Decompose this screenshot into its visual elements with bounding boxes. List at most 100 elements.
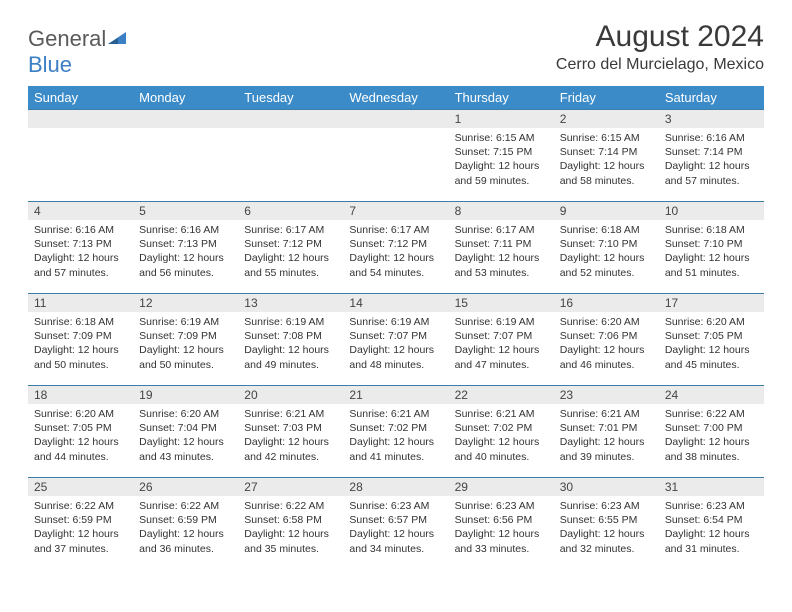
day-cell: 26Sunrise: 6:22 AMSunset: 6:59 PMDayligh… (133, 478, 238, 570)
title-block: August 2024 Cerro del Murcielago, Mexico (556, 20, 764, 74)
header: GeneralBlue August 2024 Cerro del Murcie… (28, 20, 764, 78)
day-number: 5 (133, 202, 238, 220)
day-number: 28 (343, 478, 448, 496)
day-header: Tuesday (238, 86, 343, 110)
day-cell (238, 110, 343, 202)
day-number: 13 (238, 294, 343, 312)
day-cell: 23Sunrise: 6:21 AMSunset: 7:01 PMDayligh… (554, 386, 659, 478)
day-number: 3 (659, 110, 764, 128)
day-cell: 31Sunrise: 6:23 AMSunset: 6:54 PMDayligh… (659, 478, 764, 570)
week-row: 18Sunrise: 6:20 AMSunset: 7:05 PMDayligh… (28, 386, 764, 478)
day-info: Sunrise: 6:17 AMSunset: 7:11 PMDaylight:… (449, 220, 554, 284)
day-info: Sunrise: 6:19 AMSunset: 7:07 PMDaylight:… (449, 312, 554, 376)
day-cell: 22Sunrise: 6:21 AMSunset: 7:02 PMDayligh… (449, 386, 554, 478)
day-header: Friday (554, 86, 659, 110)
day-cell: 27Sunrise: 6:22 AMSunset: 6:58 PMDayligh… (238, 478, 343, 570)
day-cell (133, 110, 238, 202)
day-cell: 17Sunrise: 6:20 AMSunset: 7:05 PMDayligh… (659, 294, 764, 386)
day-number: 22 (449, 386, 554, 404)
day-cell: 10Sunrise: 6:18 AMSunset: 7:10 PMDayligh… (659, 202, 764, 294)
day-header-row: SundayMondayTuesdayWednesdayThursdayFrid… (28, 86, 764, 110)
empty-day (133, 110, 238, 128)
day-cell: 5Sunrise: 6:16 AMSunset: 7:13 PMDaylight… (133, 202, 238, 294)
empty-day (28, 110, 133, 128)
day-number: 15 (449, 294, 554, 312)
day-number: 23 (554, 386, 659, 404)
day-info: Sunrise: 6:17 AMSunset: 7:12 PMDaylight:… (238, 220, 343, 284)
day-info: Sunrise: 6:22 AMSunset: 6:59 PMDaylight:… (133, 496, 238, 560)
day-number: 17 (659, 294, 764, 312)
day-number: 12 (133, 294, 238, 312)
day-number: 21 (343, 386, 448, 404)
day-cell: 24Sunrise: 6:22 AMSunset: 7:00 PMDayligh… (659, 386, 764, 478)
logo: GeneralBlue (28, 20, 130, 78)
day-info: Sunrise: 6:23 AMSunset: 6:54 PMDaylight:… (659, 496, 764, 560)
day-cell: 15Sunrise: 6:19 AMSunset: 7:07 PMDayligh… (449, 294, 554, 386)
day-cell: 18Sunrise: 6:20 AMSunset: 7:05 PMDayligh… (28, 386, 133, 478)
day-number: 19 (133, 386, 238, 404)
day-cell: 12Sunrise: 6:19 AMSunset: 7:09 PMDayligh… (133, 294, 238, 386)
day-cell: 21Sunrise: 6:21 AMSunset: 7:02 PMDayligh… (343, 386, 448, 478)
day-cell: 25Sunrise: 6:22 AMSunset: 6:59 PMDayligh… (28, 478, 133, 570)
day-info: Sunrise: 6:20 AMSunset: 7:05 PMDaylight:… (28, 404, 133, 468)
logo-text-b: Blue (28, 52, 72, 77)
day-cell: 13Sunrise: 6:19 AMSunset: 7:08 PMDayligh… (238, 294, 343, 386)
day-info: Sunrise: 6:22 AMSunset: 6:59 PMDaylight:… (28, 496, 133, 560)
day-info: Sunrise: 6:20 AMSunset: 7:05 PMDaylight:… (659, 312, 764, 376)
empty-day (238, 110, 343, 128)
day-info: Sunrise: 6:21 AMSunset: 7:02 PMDaylight:… (343, 404, 448, 468)
day-info: Sunrise: 6:18 AMSunset: 7:10 PMDaylight:… (659, 220, 764, 284)
day-info: Sunrise: 6:23 AMSunset: 6:57 PMDaylight:… (343, 496, 448, 560)
day-cell: 20Sunrise: 6:21 AMSunset: 7:03 PMDayligh… (238, 386, 343, 478)
day-number: 10 (659, 202, 764, 220)
logo-flag-icon (108, 32, 130, 46)
day-info: Sunrise: 6:21 AMSunset: 7:01 PMDaylight:… (554, 404, 659, 468)
day-header: Sunday (28, 86, 133, 110)
day-header: Saturday (659, 86, 764, 110)
day-cell: 4Sunrise: 6:16 AMSunset: 7:13 PMDaylight… (28, 202, 133, 294)
day-number: 29 (449, 478, 554, 496)
day-cell: 29Sunrise: 6:23 AMSunset: 6:56 PMDayligh… (449, 478, 554, 570)
day-cell: 9Sunrise: 6:18 AMSunset: 7:10 PMDaylight… (554, 202, 659, 294)
day-cell (343, 110, 448, 202)
empty-day (343, 110, 448, 128)
week-row: 11Sunrise: 6:18 AMSunset: 7:09 PMDayligh… (28, 294, 764, 386)
logo-text: GeneralBlue (28, 26, 130, 78)
day-cell: 14Sunrise: 6:19 AMSunset: 7:07 PMDayligh… (343, 294, 448, 386)
day-number: 9 (554, 202, 659, 220)
calendar-table: SundayMondayTuesdayWednesdayThursdayFrid… (28, 86, 764, 570)
day-number: 25 (28, 478, 133, 496)
day-info: Sunrise: 6:19 AMSunset: 7:07 PMDaylight:… (343, 312, 448, 376)
day-number: 30 (554, 478, 659, 496)
day-number: 27 (238, 478, 343, 496)
day-number: 1 (449, 110, 554, 128)
day-cell: 16Sunrise: 6:20 AMSunset: 7:06 PMDayligh… (554, 294, 659, 386)
day-number: 8 (449, 202, 554, 220)
day-header: Wednesday (343, 86, 448, 110)
day-cell: 28Sunrise: 6:23 AMSunset: 6:57 PMDayligh… (343, 478, 448, 570)
day-number: 24 (659, 386, 764, 404)
day-number: 11 (28, 294, 133, 312)
day-info: Sunrise: 6:21 AMSunset: 7:03 PMDaylight:… (238, 404, 343, 468)
day-cell: 30Sunrise: 6:23 AMSunset: 6:55 PMDayligh… (554, 478, 659, 570)
location: Cerro del Murcielago, Mexico (556, 56, 764, 74)
day-info: Sunrise: 6:16 AMSunset: 7:14 PMDaylight:… (659, 128, 764, 192)
day-number: 6 (238, 202, 343, 220)
day-info: Sunrise: 6:23 AMSunset: 6:56 PMDaylight:… (449, 496, 554, 560)
day-cell: 11Sunrise: 6:18 AMSunset: 7:09 PMDayligh… (28, 294, 133, 386)
day-info: Sunrise: 6:22 AMSunset: 6:58 PMDaylight:… (238, 496, 343, 560)
day-info: Sunrise: 6:16 AMSunset: 7:13 PMDaylight:… (133, 220, 238, 284)
day-number: 18 (28, 386, 133, 404)
day-info: Sunrise: 6:19 AMSunset: 7:08 PMDaylight:… (238, 312, 343, 376)
day-cell: 2Sunrise: 6:15 AMSunset: 7:14 PMDaylight… (554, 110, 659, 202)
day-cell: 1Sunrise: 6:15 AMSunset: 7:15 PMDaylight… (449, 110, 554, 202)
logo-text-a: General (28, 26, 106, 51)
day-info: Sunrise: 6:18 AMSunset: 7:09 PMDaylight:… (28, 312, 133, 376)
day-cell: 7Sunrise: 6:17 AMSunset: 7:12 PMDaylight… (343, 202, 448, 294)
day-cell: 6Sunrise: 6:17 AMSunset: 7:12 PMDaylight… (238, 202, 343, 294)
day-info: Sunrise: 6:15 AMSunset: 7:15 PMDaylight:… (449, 128, 554, 192)
day-cell: 3Sunrise: 6:16 AMSunset: 7:14 PMDaylight… (659, 110, 764, 202)
day-info: Sunrise: 6:20 AMSunset: 7:06 PMDaylight:… (554, 312, 659, 376)
day-info: Sunrise: 6:21 AMSunset: 7:02 PMDaylight:… (449, 404, 554, 468)
day-number: 2 (554, 110, 659, 128)
